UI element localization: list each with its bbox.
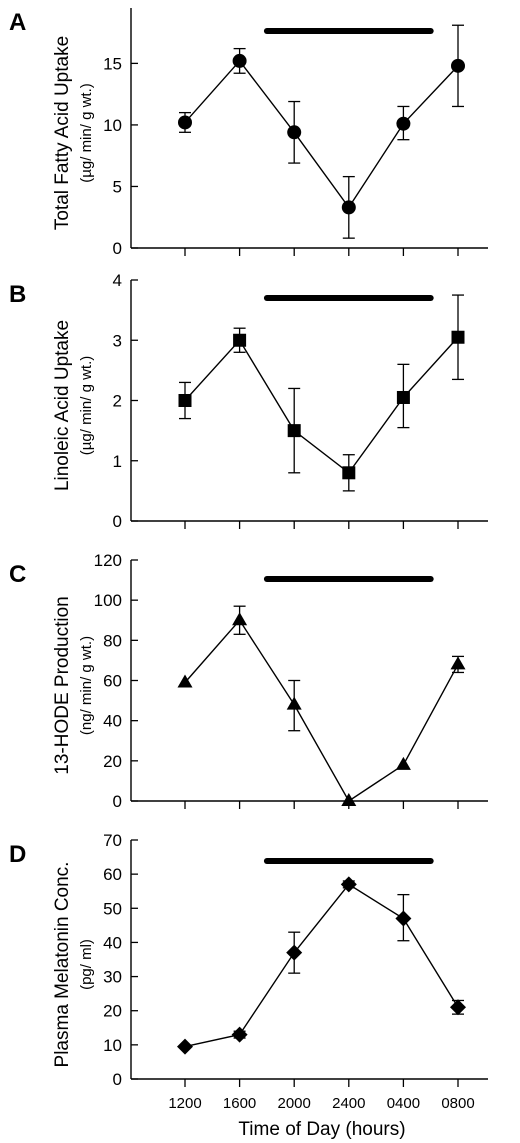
- x-tick-label: 1600: [223, 1095, 256, 1112]
- y-tick-label: 20: [103, 1002, 122, 1021]
- data-point: [451, 58, 465, 73]
- data-point: [287, 125, 302, 140]
- data-point: [286, 696, 302, 710]
- data-point: [178, 394, 192, 407]
- data-point: [450, 999, 466, 1016]
- y-tick-label: 3: [113, 331, 122, 350]
- x-tick-label: 0800: [441, 1095, 474, 1112]
- panel-d: 0 10 20 30 40 50 60 70 D Plasma Melatonin Conc. (p…: [9, 831, 488, 1140]
- series-line: [184, 883, 459, 1048]
- series-line: [184, 619, 459, 802]
- y-tick-label: 2: [113, 392, 122, 411]
- y-axis-unit: (pg/ ml): [78, 939, 95, 990]
- y-tick-label: 30: [103, 968, 122, 987]
- y-tick-label: 120: [94, 551, 122, 570]
- data-point: [340, 876, 357, 893]
- data-point: [287, 424, 301, 438]
- x-axis-label: Time of Day (hours): [238, 1119, 405, 1140]
- panel-a: 0 5 10 15 A Total Fatty Acid Uptake (µg/ min/ …: [9, 8, 488, 258]
- y-tick-label: 20: [103, 752, 122, 771]
- x-tick-label: 1200: [168, 1095, 201, 1112]
- y-tick-label: 40: [103, 933, 122, 952]
- x-tick-label: 2400: [332, 1095, 365, 1112]
- y-axis-unit: (µg/ min/ g wt.): [78, 83, 95, 183]
- data-point: [232, 53, 247, 68]
- y-tick-label: 60: [103, 672, 122, 691]
- y-tick-label: 10: [103, 116, 122, 135]
- y-axis-unit: (µg/ min/ g wt.): [78, 356, 95, 456]
- data-point: [341, 793, 357, 806]
- data-point: [233, 333, 247, 347]
- panel-letter: D: [9, 841, 26, 868]
- data-point: [395, 756, 411, 770]
- y-axis-label: Total Fatty Acid Uptake: [52, 36, 73, 230]
- y-axis-label: Linoleic Acid Uptake: [52, 320, 73, 491]
- panel-letter: B: [9, 281, 26, 308]
- y-tick-label: 40: [103, 712, 122, 731]
- data-point: [395, 910, 412, 927]
- data-point: [286, 944, 303, 961]
- x-tick-label: 2000: [278, 1095, 311, 1112]
- y-tick-label: 1: [113, 452, 122, 471]
- panel-b: 0 1 2 3 4 B Linoleic Acid Uptake (µg/ min/ g wt…: [9, 271, 488, 531]
- panel-letter: A: [9, 9, 26, 36]
- panel-letter: C: [9, 561, 26, 588]
- x-tick-label: 0400: [387, 1095, 420, 1112]
- data-point: [396, 116, 411, 131]
- data-point: [341, 200, 356, 215]
- y-tick-label: 10: [103, 1036, 122, 1055]
- y-tick-label: 15: [103, 54, 122, 73]
- y-tick-label: 0: [113, 792, 122, 811]
- data-point: [450, 656, 466, 670]
- data-point: [342, 466, 356, 480]
- data-point: [177, 1038, 193, 1055]
- y-axis-unit: (ng/ min/ g wt.): [78, 636, 95, 735]
- y-tick-label: 4: [113, 271, 122, 290]
- y-axis-label: 13-HODE Production: [52, 596, 73, 774]
- y-axis-label: Plasma Melatonin Conc.: [52, 862, 73, 1068]
- series-line: [184, 59, 459, 209]
- y-tick-label: 5: [113, 177, 122, 196]
- y-tick-label: 80: [103, 631, 122, 650]
- y-tick-label: 60: [103, 865, 122, 884]
- y-tick-label: 0: [113, 1070, 122, 1089]
- y-tick-label: 0: [113, 239, 122, 258]
- data-point: [231, 1026, 248, 1043]
- panel-c: 0 20 40 60 80 100 120 C 13-HODE Production (ng/ m…: [9, 551, 488, 811]
- data-point: [451, 330, 465, 344]
- y-tick-label: 50: [103, 899, 122, 918]
- data-point: [396, 390, 410, 404]
- y-tick-label: 100: [94, 591, 122, 610]
- y-tick-label: 0: [113, 512, 122, 531]
- series-line: [184, 336, 459, 474]
- data-point: [177, 674, 193, 688]
- data-point: [178, 115, 192, 130]
- data-point: [232, 612, 248, 626]
- y-tick-label: 70: [103, 831, 122, 850]
